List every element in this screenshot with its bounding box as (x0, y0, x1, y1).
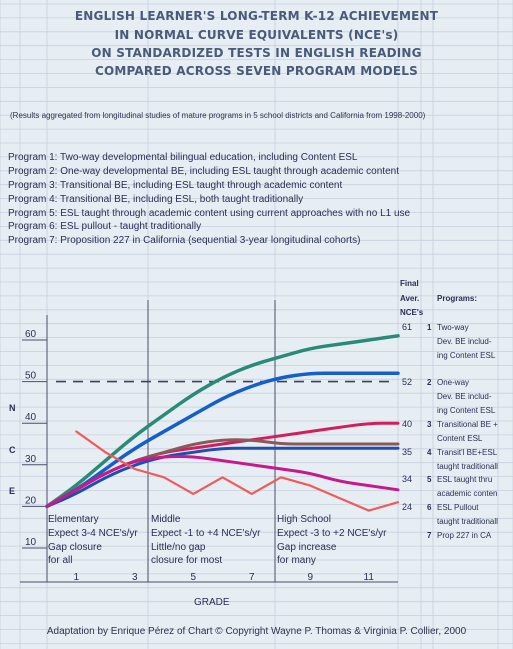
legend-value: 34 (402, 474, 413, 484)
title-line-1: ENGLISH LEARNER'S LONG-TERM K-12 ACHIEVE… (74, 9, 439, 23)
legend-program-number: 3 (427, 420, 432, 429)
program-6-desc: Program 6: ESL pullout - taught traditio… (8, 221, 202, 232)
x-tick-label: 7 (249, 572, 255, 583)
legend-program-text: ing Content ESL (437, 350, 496, 360)
legend-program-text: taught traditionall (437, 461, 498, 471)
program-3-desc: Program 3: Transitional BE, including ES… (8, 180, 343, 191)
stage-text: closure for most (151, 555, 223, 567)
legend-program-text: Transitional BE + (437, 420, 498, 429)
stage-text: Middle (151, 514, 181, 525)
stage-text: Elementary (48, 514, 99, 525)
x-tick-label: 3 (132, 572, 138, 583)
legend-program-number: 5 (427, 475, 432, 484)
program-2-desc: Program 2: One-way developmental BE, inc… (8, 166, 399, 177)
legend-program-number: 1 (427, 323, 432, 332)
stage-text: Expect 3-4 NCE's/yr (48, 527, 138, 539)
stage-text: Expect -1 to +4 NCE's/yr (151, 527, 261, 539)
legend-aver-label: Aver. (400, 294, 420, 303)
legend-program-text: ESL taught thru (437, 475, 493, 484)
legend-value: 35 (402, 447, 413, 457)
series-line-program-7 (75, 430, 400, 512)
x-tick-label: 5 (190, 572, 196, 583)
y-axis-letter-n: N (9, 403, 16, 413)
legend-program-text: ing Content ESL (437, 405, 496, 415)
credit-line: Adaptation by Enrique Pérez of Chart © C… (46, 626, 467, 637)
x-tick-label: 11 (364, 572, 375, 583)
legend-program-text: taught traditionall (437, 516, 498, 526)
program-5-desc: Program 5: ESL taught through academic c… (8, 208, 411, 219)
y-tick-label: 60 (25, 329, 37, 340)
legend-program-text: One-way (437, 378, 470, 387)
legend-programs-label: Programs: (437, 294, 478, 303)
legend-final-label: Final (400, 279, 419, 288)
y-tick-label: 40 (25, 412, 37, 423)
legend-program-number: 4 (427, 448, 432, 457)
x-tick-label: 1 (73, 572, 79, 583)
legend-program-number: 6 (427, 503, 432, 512)
source-note: (Results aggregated from longitudinal st… (10, 111, 426, 120)
legend-program-text: academic conten (437, 488, 498, 498)
program-7-desc: Program 7: Proposition 227 in California… (8, 235, 361, 246)
legend-program-number: 7 (427, 531, 432, 540)
legend-program-text: ESL Pullout (437, 503, 479, 512)
series-line-program-6 (45, 455, 400, 508)
legend-program-number: 2 (427, 378, 432, 387)
stage-text: for many (277, 555, 316, 567)
y-axis-letter-c: C (9, 445, 16, 455)
y-tick-label: 10 (25, 537, 37, 548)
stage-text: Little/no gap (151, 541, 206, 553)
stage-text: for all (48, 555, 73, 567)
y-tick-label: 50 (25, 371, 37, 382)
y-tick-label: 30 (25, 454, 37, 465)
title-line-3: ON STANDARDIZED TESTS IN ENGLISH READING (91, 46, 422, 60)
legend-program-text: Content ESL (437, 433, 483, 443)
legend-value: 24 (402, 502, 413, 512)
stage-text: Gap increase (277, 541, 337, 553)
y-tick-label: 20 (25, 495, 37, 506)
legend-value: 52 (402, 377, 413, 387)
stage-text: High School (277, 514, 331, 525)
y-axis-letter-e: E (9, 486, 16, 496)
series-line-program-1 (45, 334, 400, 509)
legend-program-text: Dev. BE includ- (437, 336, 492, 346)
program-4-desc: Program 4: Transitional BE, including ES… (8, 194, 304, 205)
legend-value: 61 (402, 322, 413, 332)
legend-program-text: Transit'l BE+ESL (437, 448, 498, 457)
program-1-desc: Program 1: Two-way developmental bilingu… (8, 152, 358, 163)
title-line-4: COMPARED ACROSS SEVEN PROGRAM MODELS (94, 64, 419, 78)
legend-nce-label: NCE's (400, 308, 424, 317)
legend-program-text: Two-way (437, 323, 469, 332)
series-line-program-5 (45, 446, 400, 508)
legend-value: 40 (402, 419, 413, 429)
title-line-2: IN NORMAL CURVE EQUIVALENTS (NCE's) (114, 28, 399, 42)
stage-text: Expect -3 to +2 NCE's/yr (277, 527, 387, 539)
legend-program-text: Prop 227 in CA (437, 531, 492, 540)
legend-program-text: Dev. BE includ- (437, 391, 492, 401)
series-line-program-2 (45, 371, 400, 509)
x-tick-label: 9 (307, 572, 313, 583)
x-axis-label: GRADE (194, 597, 230, 608)
stage-text: Gap closure (48, 541, 102, 553)
